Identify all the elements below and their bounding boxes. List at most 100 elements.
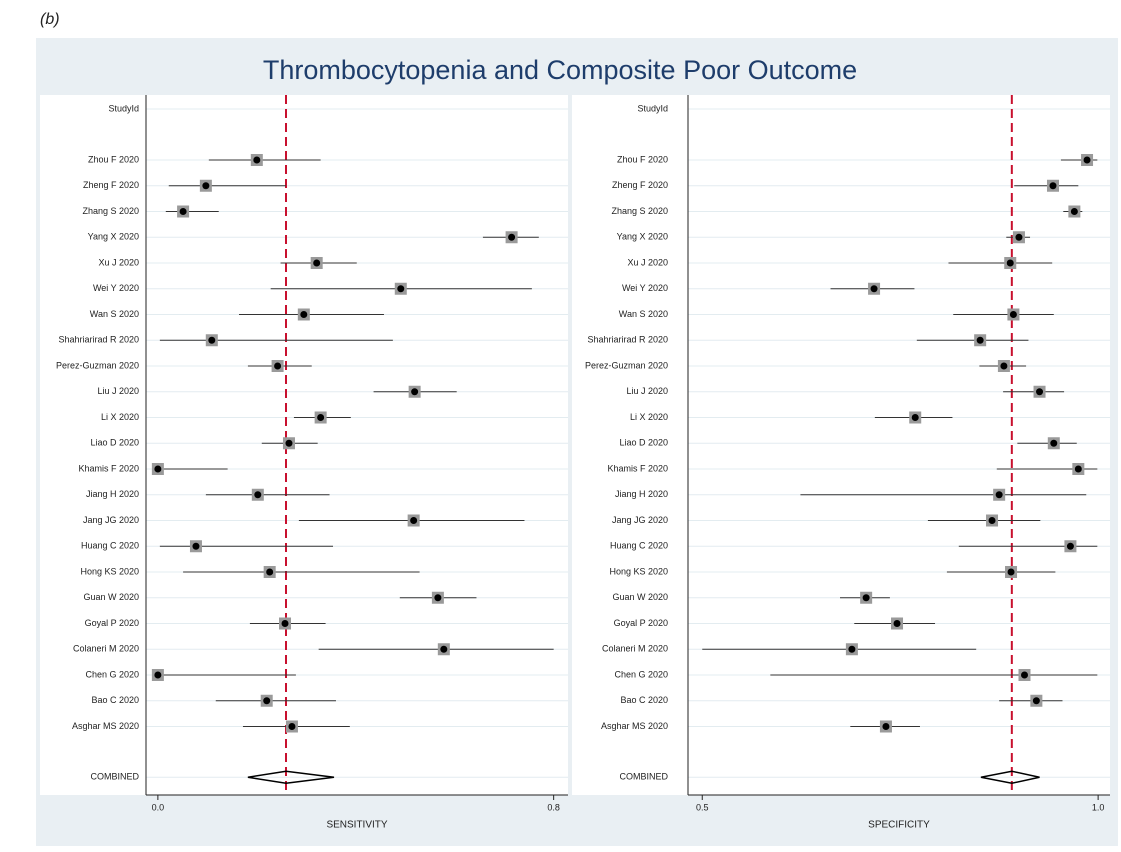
study-label: Chen G 2020 — [614, 669, 668, 679]
point-estimate — [202, 182, 210, 190]
point-estimate — [1009, 311, 1017, 318]
study-label: Jiang H 2020 — [86, 489, 139, 499]
study-label: Li X 2020 — [630, 412, 668, 422]
study-label: Goyal P 2020 — [614, 618, 668, 628]
study-label: COMBINED — [90, 772, 139, 782]
study-label: Wan S 2020 — [90, 309, 139, 319]
study-label: Chen G 2020 — [85, 669, 139, 679]
study-label: Li X 2020 — [101, 412, 139, 422]
study-label: Asghar MS 2020 — [601, 721, 668, 731]
study-label: Liu J 2020 — [626, 386, 668, 396]
column-header: StudyId — [637, 103, 668, 113]
point-estimate — [285, 439, 293, 447]
point-estimate — [508, 233, 516, 241]
study-label: Perez-Guzman 2020 — [56, 360, 139, 370]
study-label: Guan W 2020 — [612, 592, 668, 602]
study-label: Huang C 2020 — [610, 541, 668, 551]
point-estimate — [1066, 542, 1074, 550]
pooled-diamond — [247, 770, 335, 785]
study-label: Liao D 2020 — [90, 438, 139, 448]
point-estimate — [870, 285, 878, 293]
point-estimate — [253, 156, 261, 164]
study-label: Zhou F 2020 — [88, 154, 139, 164]
point-estimate — [995, 491, 1003, 499]
point-estimate — [893, 620, 901, 627]
point-estimate — [1032, 697, 1040, 705]
chart-title: Thrombocytopenia and Composite Poor Outc… — [263, 55, 857, 85]
x-tick-label: 1.0 — [1092, 802, 1105, 812]
point-estimate — [410, 517, 418, 524]
point-estimate — [281, 620, 289, 627]
point-estimate — [274, 362, 282, 370]
point-estimate — [254, 491, 262, 499]
point-estimate — [1036, 388, 1044, 396]
study-label: Colaneri M 2020 — [602, 644, 668, 654]
study-label: Jang JG 2020 — [83, 515, 139, 525]
point-estimate — [179, 208, 187, 215]
x-tick-label: 0.8 — [547, 802, 560, 812]
point-estimate — [1007, 568, 1015, 576]
study-label: COMBINED — [619, 772, 668, 782]
x-axis-title: SENSITIVITY — [326, 820, 387, 831]
point-estimate — [1015, 233, 1023, 241]
point-estimate — [154, 671, 162, 679]
study-label: Khamis F 2020 — [78, 463, 139, 473]
point-estimate — [266, 568, 274, 576]
study-label: Zhou F 2020 — [617, 154, 668, 164]
study-label: Zheng F 2020 — [83, 180, 139, 190]
point-estimate — [911, 414, 919, 421]
study-label: Yang X 2020 — [88, 232, 139, 242]
study-label: Huang C 2020 — [81, 541, 139, 551]
study-label: Liao D 2020 — [619, 438, 668, 448]
study-label: Wei Y 2020 — [93, 283, 139, 293]
study-label: Khamis F 2020 — [607, 463, 668, 473]
point-estimate — [434, 594, 442, 602]
point-estimate — [1070, 208, 1078, 215]
point-estimate — [288, 723, 296, 730]
point-estimate — [1074, 465, 1082, 473]
point-estimate — [882, 723, 890, 730]
point-estimate — [1049, 182, 1057, 190]
point-estimate — [397, 285, 405, 293]
x-tick-label: 0.0 — [152, 802, 165, 812]
study-label: Hong KS 2020 — [609, 566, 668, 576]
study-label: Liu J 2020 — [97, 386, 139, 396]
study-label: Xu J 2020 — [98, 257, 139, 267]
point-estimate — [848, 645, 856, 653]
study-label: Zhang S 2020 — [611, 206, 668, 216]
x-tick-label: 0.5 — [696, 802, 709, 812]
point-estimate — [263, 697, 271, 705]
column-header: StudyId — [108, 103, 139, 113]
study-label: Asghar MS 2020 — [72, 721, 139, 731]
study-label: Zheng F 2020 — [612, 180, 668, 190]
point-estimate — [1006, 259, 1014, 267]
point-estimate — [192, 542, 200, 550]
point-estimate — [1083, 156, 1091, 164]
study-label: Zhang S 2020 — [82, 206, 139, 216]
study-label: Guan W 2020 — [83, 592, 139, 602]
point-estimate — [1020, 671, 1028, 679]
point-estimate — [988, 517, 996, 524]
study-label: Bao C 2020 — [91, 695, 139, 705]
study-label: Colaneri M 2020 — [73, 644, 139, 654]
study-label: Wan S 2020 — [619, 309, 668, 319]
point-estimate — [411, 388, 419, 396]
x-axis-title: SPECIFICITY — [868, 820, 930, 831]
point-estimate — [1050, 439, 1058, 447]
point-estimate — [154, 465, 162, 473]
point-estimate — [313, 259, 321, 267]
study-label: Hong KS 2020 — [80, 566, 139, 576]
point-estimate — [1000, 362, 1008, 370]
point-estimate — [976, 336, 984, 344]
study-label: Perez-Guzman 2020 — [585, 360, 668, 370]
pooled-diamond — [980, 770, 1040, 785]
study-label: Bao C 2020 — [620, 695, 668, 705]
study-label: Yang X 2020 — [617, 232, 668, 242]
point-estimate — [862, 594, 870, 602]
point-estimate — [440, 645, 448, 653]
point-estimate — [300, 311, 308, 318]
study-label: Xu J 2020 — [627, 257, 668, 267]
study-label: Goyal P 2020 — [85, 618, 139, 628]
study-label: Jang JG 2020 — [612, 515, 668, 525]
